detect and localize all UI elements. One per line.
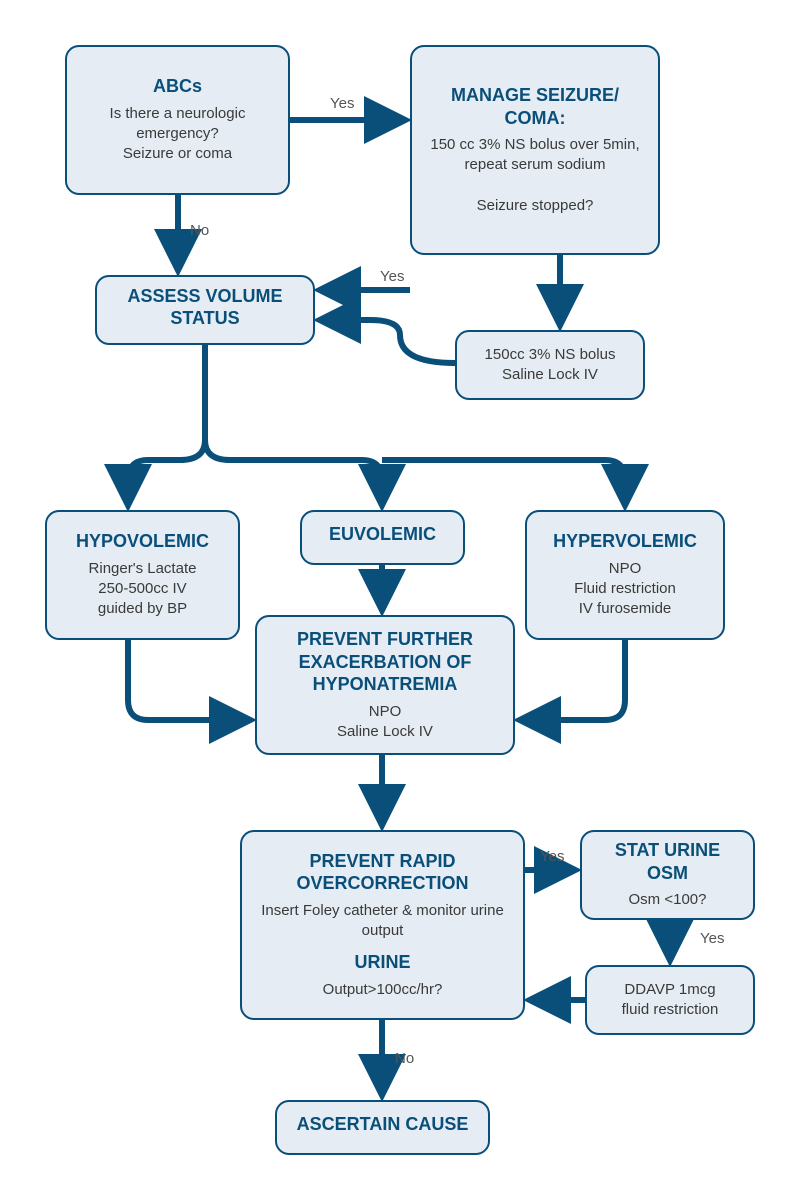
node-title: ASSESS VOLUME STATUS	[111, 285, 299, 330]
node-assess-volume: ASSESS VOLUME STATUS	[95, 275, 315, 345]
node-title: HYPERVOLEMIC	[553, 530, 697, 553]
node-body: DDAVP 1mcgfluid restriction	[622, 980, 719, 1021]
node-body: Is there a neurologic emergency?Seizure …	[81, 104, 274, 165]
node-title: HYPOVOLEMIC	[76, 530, 209, 553]
node-prevent-exacerbation: PREVENT FURTHER EXACERBATION OF HYPONATR…	[255, 615, 515, 755]
node-title: PREVENT FURTHER EXACERBATION OF HYPONATR…	[271, 628, 499, 696]
node-prevent-rapid-overcorrection: PREVENT RAPID OVERCORRECTION Insert Fole…	[240, 830, 525, 1020]
node-ascertain-cause: ASCERTAIN CAUSE	[275, 1100, 490, 1155]
node-euvolemic: EUVOLEMIC	[300, 510, 465, 565]
edge-label: Yes	[330, 95, 354, 112]
node-title: ABCs	[153, 75, 202, 98]
node-title: EUVOLEMIC	[329, 523, 436, 546]
node-body: 150 cc 3% NS bolus over 5min, repeat ser…	[426, 135, 644, 216]
node-body: Insert Foley catheter & monitor urine ou…	[256, 901, 509, 942]
node-title: MANAGE SEIZURE/COMA:	[451, 84, 619, 129]
node-title: STAT URINE OSM	[596, 839, 739, 884]
edge-label: Yes	[540, 848, 564, 865]
node-abcs: ABCs Is there a neurologic emergency?Sei…	[65, 45, 290, 195]
node-body: Output>100cc/hr?	[323, 980, 443, 1000]
node-body: 150cc 3% NS bolusSaline Lock IV	[485, 345, 616, 386]
edge-label: Yes	[700, 930, 724, 947]
node-ddavp: DDAVP 1mcgfluid restriction	[585, 965, 755, 1035]
node-ns-bolus: 150cc 3% NS bolusSaline Lock IV	[455, 330, 645, 400]
node-manage-seizure: MANAGE SEIZURE/COMA: 150 cc 3% NS bolus …	[410, 45, 660, 255]
node-hypervolemic: HYPERVOLEMIC NPOFluid restrictionIV furo…	[525, 510, 725, 640]
node-subtitle: URINE	[354, 951, 410, 974]
node-body: Ringer's Lactate250-500cc IVguided by BP	[89, 559, 197, 620]
node-title: PREVENT RAPID OVERCORRECTION	[256, 850, 509, 895]
node-stat-urine-osm: STAT URINE OSM Osm <100?	[580, 830, 755, 920]
node-body: NPOSaline Lock IV	[337, 702, 433, 743]
node-title: ASCERTAIN CAUSE	[297, 1113, 469, 1136]
node-body: Osm <100?	[629, 890, 707, 910]
edge-label: No	[395, 1050, 414, 1067]
edge-label: No	[190, 222, 209, 239]
edge-label: Yes	[380, 268, 404, 285]
node-hypovolemic: HYPOVOLEMIC Ringer's Lactate250-500cc IV…	[45, 510, 240, 640]
node-body: NPOFluid restrictionIV furosemide	[574, 559, 676, 620]
